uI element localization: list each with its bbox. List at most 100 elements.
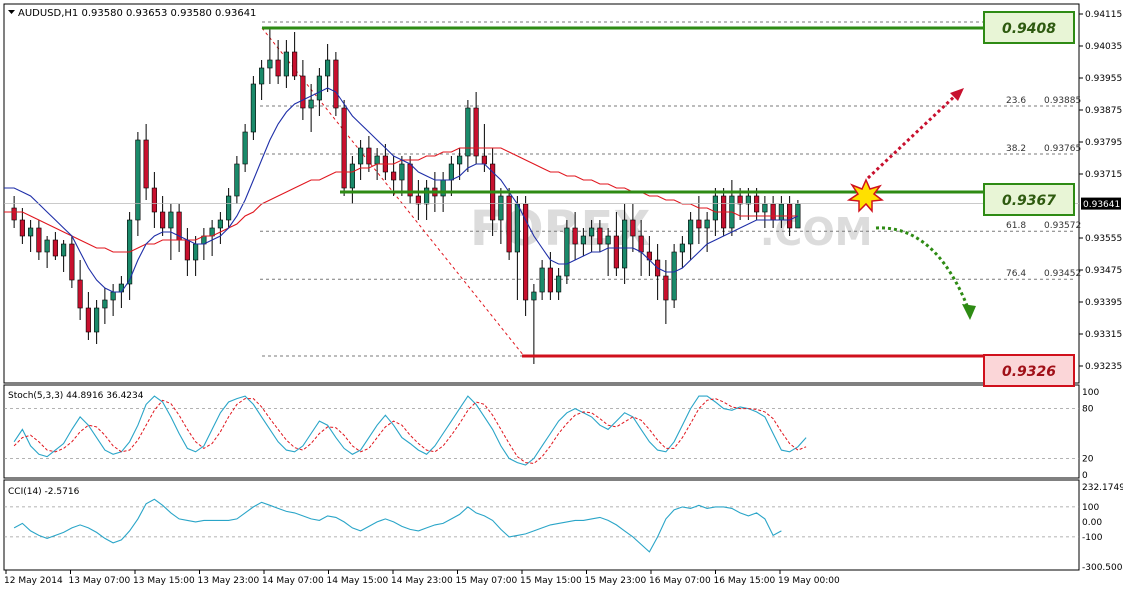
candle <box>151 172 157 228</box>
fib-price-label: 0.93572 <box>1044 221 1081 231</box>
time-tick-label: 19 May 00:00 <box>778 576 840 586</box>
time-tick-label: 13 May 07:00 <box>69 576 131 586</box>
fib-price-label: 0.93885 <box>1044 96 1081 106</box>
time-axis: 12 May 2014 13 May 07:00 13 May 15:00 13 Ma… <box>4 570 840 586</box>
price-tick-label: 0.93955 <box>1085 74 1122 84</box>
bullish-arrow <box>866 88 964 180</box>
price-tick-label: 0.93555 <box>1085 234 1122 244</box>
time-tick-label: 15 May 23:00 <box>585 576 647 586</box>
cci-line <box>13 498 782 553</box>
candle <box>143 124 149 200</box>
price-axis: 0.94115 0.94035 0.93955 0.93875 0.93795 0.937… <box>1079 10 1122 372</box>
candle <box>85 292 91 340</box>
candle <box>300 60 306 120</box>
candle <box>77 260 83 320</box>
candle <box>36 220 42 260</box>
candle <box>498 188 504 244</box>
price-tick-label: 0.94035 <box>1085 42 1122 52</box>
candle <box>539 260 545 300</box>
price-tick-label: 0.93235 <box>1085 362 1122 372</box>
candle <box>226 188 232 228</box>
cci-panel <box>3 479 1080 571</box>
fib-ratio-label: 23.6 <box>1006 96 1026 106</box>
moving-averages <box>4 87 799 293</box>
candle <box>473 92 479 164</box>
candle <box>250 76 256 140</box>
cci-tick-label: 232.1749 <box>1082 483 1123 493</box>
fib-ratio-label: 38.2 <box>1006 144 1026 154</box>
candle <box>325 44 331 92</box>
candle <box>679 236 685 268</box>
candle <box>242 124 248 172</box>
time-tick-label: 12 May 2014 <box>4 576 63 586</box>
fib-ratio-label: 76.4 <box>1006 269 1026 279</box>
fib-price-label: 0.93765 <box>1044 144 1081 154</box>
stoch-k-line <box>13 395 807 466</box>
candle <box>234 156 240 204</box>
time-tick-label: 15 May 07:00 <box>456 576 518 586</box>
candle <box>605 228 611 276</box>
price-tick-label: 0.93795 <box>1085 138 1122 148</box>
candle <box>135 132 141 236</box>
candle <box>52 232 58 260</box>
candle <box>597 220 603 252</box>
candle <box>349 156 355 204</box>
candle <box>564 220 570 284</box>
candle <box>333 52 339 116</box>
time-tick-label: 16 May 15:00 <box>714 576 776 586</box>
candles <box>11 28 801 364</box>
candle <box>580 228 586 256</box>
current-price-label: 0.93641 <box>1083 200 1120 210</box>
candle <box>523 196 529 316</box>
stoch-tick-label: 0 <box>1082 471 1088 481</box>
cci-tick-label: -300.5004 <box>1082 563 1123 573</box>
candle <box>556 268 562 300</box>
candle <box>94 300 100 344</box>
candle <box>704 212 710 252</box>
candle <box>366 136 372 172</box>
candle <box>465 100 471 172</box>
price-tick-label: 0.93875 <box>1085 106 1122 116</box>
candle <box>572 212 578 260</box>
level-label-bottom: 0.9326 <box>983 354 1075 387</box>
time-tick-label: 16 May 07:00 <box>649 576 711 586</box>
candle <box>391 156 397 196</box>
price-tick-label: 0.93475 <box>1085 266 1122 276</box>
fib-price-label: 0.93452 <box>1044 269 1081 279</box>
candle <box>61 240 67 272</box>
candle <box>341 100 347 196</box>
candle <box>457 148 463 180</box>
time-tick-label: 13 May 15:00 <box>133 576 195 586</box>
level-label-top: 0.9408 <box>983 11 1075 44</box>
stoch-tick-label: 80 <box>1082 405 1094 415</box>
candle <box>688 212 694 260</box>
fib-ratio-label: 61.8 <box>1006 221 1026 231</box>
candle <box>795 200 801 229</box>
price-tick-label: 0.93715 <box>1085 170 1122 180</box>
candle <box>358 140 364 180</box>
dropdown-arrow-icon[interactable] <box>8 10 15 14</box>
candle <box>630 204 636 252</box>
candle <box>589 220 595 252</box>
time-tick-label: 13 May 23:00 <box>198 576 260 586</box>
candle <box>292 32 298 80</box>
current-price-tag <box>1081 197 1121 210</box>
candle <box>217 212 223 244</box>
stoch-tick-label: 20 <box>1082 454 1094 464</box>
fast-ma-line <box>4 87 799 293</box>
svg-text:0.9326: 0.9326 <box>1002 364 1056 380</box>
time-tick-label: 14 May 15:00 <box>327 576 389 586</box>
candle <box>622 204 628 284</box>
candle <box>69 236 75 288</box>
stoch-d-line <box>13 398 807 464</box>
svg-text:0.9367: 0.9367 <box>1002 193 1056 209</box>
fib-trend-line <box>261 27 525 357</box>
time-tick-label: 14 May 23:00 <box>391 576 453 586</box>
symbol-header: AUDUSD,H1 0.93580 0.93653 0.93580 0.9364… <box>18 8 256 19</box>
svg-text:0.9408: 0.9408 <box>1002 21 1056 37</box>
bearish-arrow <box>875 226 976 320</box>
time-tick-label: 15 May 15:00 <box>520 576 582 586</box>
candle <box>259 60 265 100</box>
candle <box>28 220 34 252</box>
